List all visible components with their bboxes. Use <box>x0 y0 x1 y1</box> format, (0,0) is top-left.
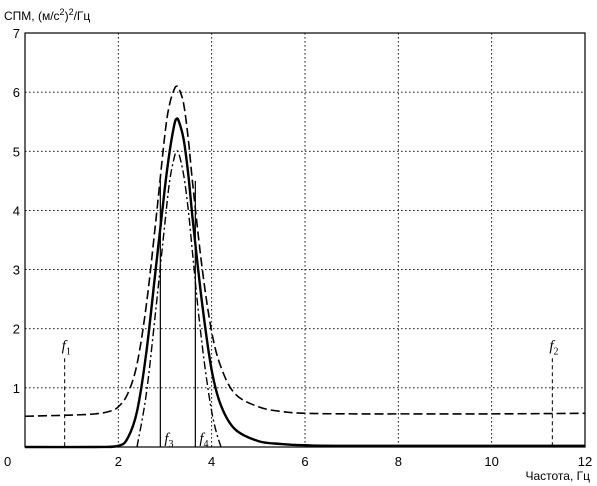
x-axis-label: Частота, Гц <box>525 469 590 483</box>
y-tick-label: 3 <box>13 263 20 278</box>
y-tick-labels: 1 2 3 4 5 6 7 <box>13 26 20 396</box>
y-tick-label: 5 <box>13 144 20 159</box>
markers-group: f1 f2 f3 f4 <box>62 180 559 450</box>
frequency-marker-label-f1: f1 <box>62 338 71 357</box>
series-line-solid <box>24 117 586 449</box>
y-tick-label: 6 <box>13 85 20 100</box>
x-tick-label: 12 <box>578 454 592 469</box>
x-tick-label: 8 <box>395 454 402 469</box>
frequency-marker-label-f3: f3 <box>164 431 173 450</box>
series-group <box>24 85 586 449</box>
y-tick-label: 7 <box>13 26 20 41</box>
y-axis-label: СПМ, (м/с2)2/Гц <box>4 7 90 23</box>
x-tick-label: 4 <box>208 454 215 469</box>
x-tick-label: 2 <box>115 454 122 469</box>
x-tick-label: 6 <box>301 454 308 469</box>
y-tick-label: 2 <box>13 322 20 337</box>
y-tick-label: 4 <box>13 203 20 218</box>
frequency-marker-label-f2: f2 <box>549 338 558 357</box>
series-line-dash-dot <box>136 150 222 448</box>
series-line-dashed <box>24 85 586 418</box>
x-tick-label: 0 <box>4 454 11 469</box>
frequency-marker-label-f4: f4 <box>199 431 208 450</box>
y-tick-label: 1 <box>13 381 20 396</box>
plot-frame <box>24 32 586 448</box>
grid <box>25 33 585 447</box>
x-tick-label: 10 <box>484 454 498 469</box>
x-tick-labels: 0 2 4 6 8 10 12 <box>4 454 592 469</box>
